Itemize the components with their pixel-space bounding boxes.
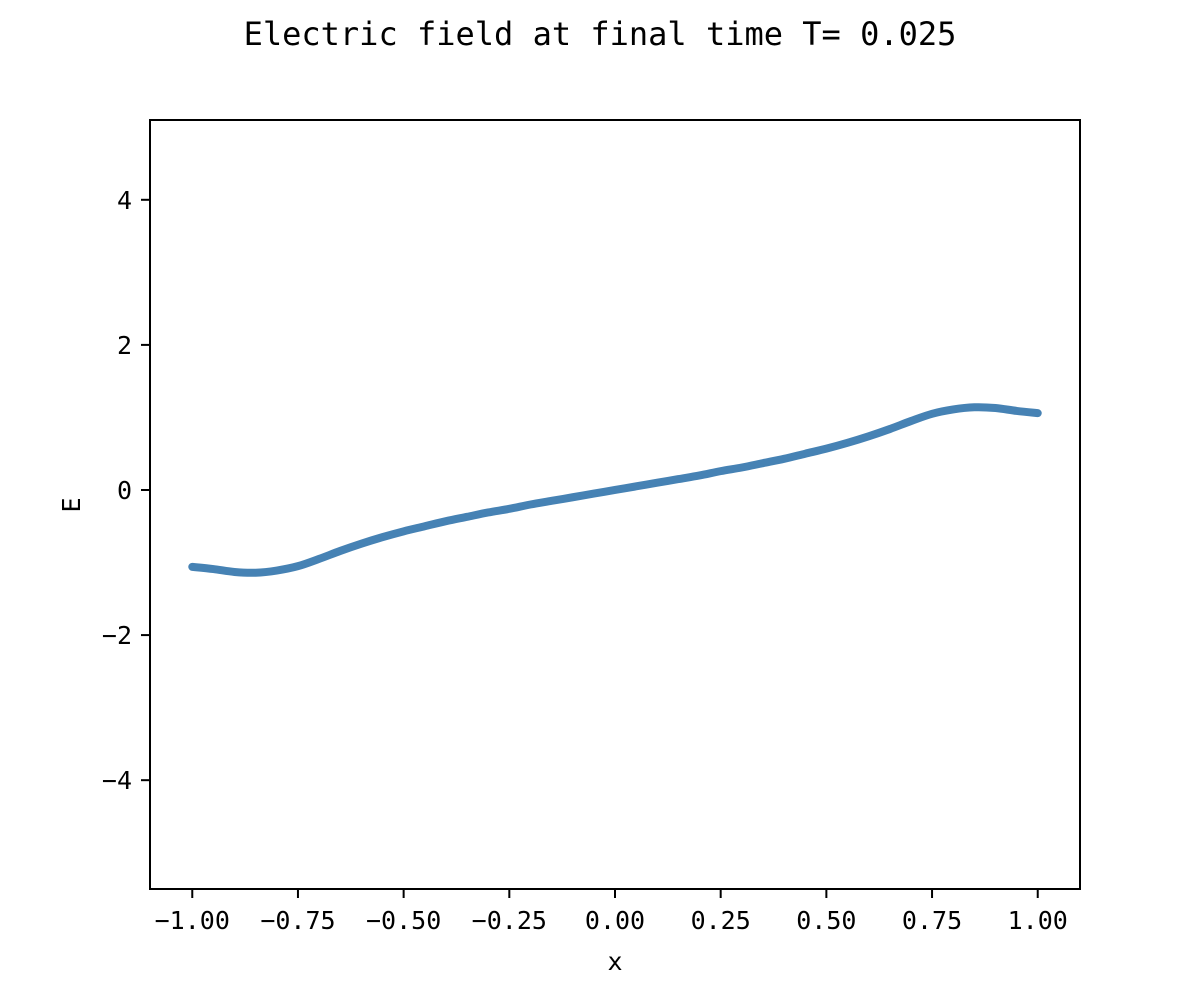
y-tick-label: −2 [102, 621, 132, 650]
x-tick-label: −1.00 [155, 906, 230, 935]
y-tick-label: 2 [117, 331, 132, 360]
plot-area-frame [149, 119, 1081, 890]
x-axis-ticks: −1.00 −0.75 −0.50 −0.25 0.00 0.25 0.50 0.75 1.00 [155, 889, 1068, 935]
x-axis-label: x [607, 947, 622, 976]
x-tick-label: 0.50 [796, 906, 856, 935]
x-tick-label: −0.75 [260, 906, 335, 935]
y-axis-label: E [57, 497, 86, 512]
y-tick-label: −4 [102, 766, 132, 795]
x-tick-label: −0.50 [366, 906, 441, 935]
x-tick-label: 1.00 [1008, 906, 1068, 935]
series-line [188, 403, 1042, 577]
x-tick-label: 0.00 [585, 906, 645, 935]
y-tick-label: 0 [117, 476, 132, 505]
x-tick-label: 0.75 [902, 906, 962, 935]
x-tick-label: −0.25 [472, 906, 547, 935]
y-tick-label: 4 [117, 186, 132, 215]
y-axis-ticks: −4 −2 0 2 4 [102, 186, 150, 795]
chart-title: Electric field at final time T= 0.025 [244, 15, 957, 53]
x-tick-label: 0.25 [691, 906, 751, 935]
